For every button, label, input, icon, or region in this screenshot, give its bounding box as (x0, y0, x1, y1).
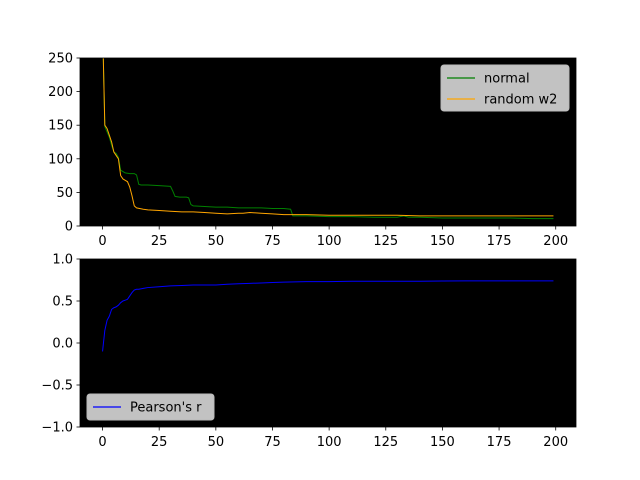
y-tick-label: 50 (56, 186, 73, 201)
x-tick-label: 100 (317, 435, 342, 450)
series-line-random-w2 (102, 58, 554, 217)
x-tick-label: 75 (264, 234, 281, 249)
x-tick-label: 150 (430, 435, 455, 450)
y-tick-label: 200 (48, 85, 73, 100)
x-tick-label: 100 (317, 234, 342, 249)
y-tick-label: 250 (48, 52, 73, 67)
y-tick-label: 0.5 (52, 295, 73, 310)
x-tick-label: 25 (151, 435, 168, 450)
legend: normal random w2 (440, 64, 570, 112)
axes-frame (79, 258, 577, 428)
y-tick-label: 100 (48, 152, 73, 167)
x-tick-label: 125 (373, 234, 398, 249)
bottom-chart: 0 25 50 75 100 125 150 175 200 −1.0 −0.5 0.0 0.5 1.0 P… (41, 253, 577, 450)
series-line-normal (102, 58, 554, 220)
x-tick-label: 125 (373, 435, 398, 450)
y-tick-label: −0.5 (41, 379, 73, 394)
legend: Pearson's r (86, 393, 215, 421)
x-tick-label: 0 (98, 435, 106, 450)
x-tick-label: 75 (264, 435, 281, 450)
x-tick-label: 50 (208, 435, 225, 450)
axes-frame (79, 57, 577, 227)
x-tick-label: 150 (430, 234, 455, 249)
x-tick-label: 0 (98, 234, 106, 249)
y-tick-label: 1.0 (52, 253, 73, 268)
x-tick-label: 50 (208, 234, 225, 249)
top-chart: 0 25 50 75 100 125 150 175 200 0 50 100 150 200 250 nor… (48, 52, 577, 249)
series-line-pearson-s-r (102, 280, 554, 352)
legend-box (86, 393, 215, 421)
y-tick-label: 0 (65, 220, 73, 235)
x-tick-label: 200 (543, 234, 568, 249)
x-tick-label: 175 (487, 435, 512, 450)
legend-label: Pearson's r (130, 401, 202, 416)
y-tick-label: 0.0 (52, 337, 73, 352)
x-tick-label: 25 (151, 234, 168, 249)
legend-label: random w2 (484, 93, 557, 108)
y-tick-label: 150 (48, 119, 73, 134)
x-tick-label: 175 (487, 234, 512, 249)
y-tick-label: −1.0 (41, 421, 73, 436)
x-tick-label: 200 (543, 435, 568, 450)
legend-label: normal (484, 72, 530, 87)
